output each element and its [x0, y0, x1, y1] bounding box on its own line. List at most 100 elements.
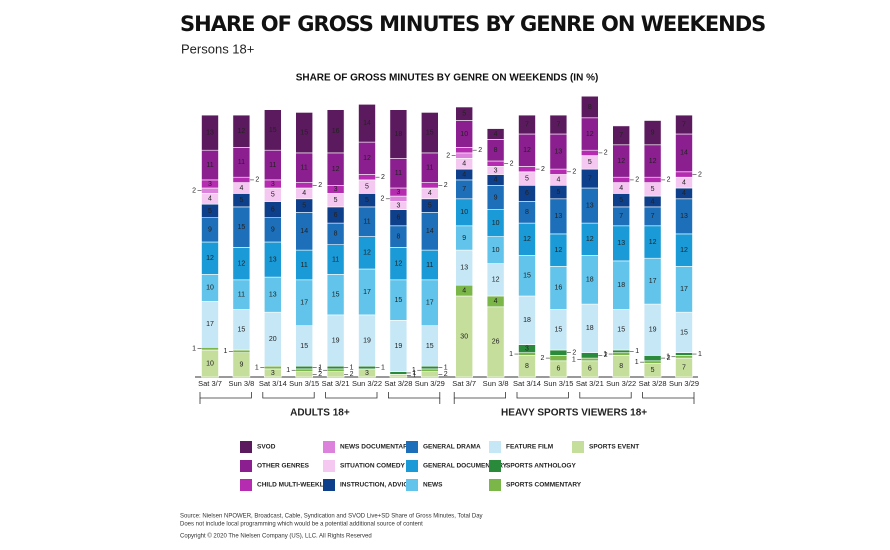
legend-swatch [323, 479, 335, 491]
data-label: 2 [540, 355, 544, 362]
pair-bracket [516, 392, 569, 399]
legend-label: INSTRUCTION, ADVICE [340, 482, 413, 489]
data-label: 2 [572, 350, 576, 357]
data-label: 2 [446, 152, 450, 159]
bar-segment [675, 355, 693, 359]
x-tick-label: Sat 3/21 [576, 379, 604, 388]
legend-label: CHILD MULTI-WEEKLY [257, 482, 328, 489]
bar-segment [549, 114, 568, 135]
data-label: 9 [651, 129, 655, 136]
bar-segment [518, 166, 536, 173]
data-label: 4 [619, 185, 623, 192]
data-label: 13 [269, 291, 277, 298]
source-note: Does not include local programming which… [180, 522, 423, 528]
legend-swatch [406, 441, 418, 453]
data-label: 2 [510, 161, 514, 168]
data-label: 1 [666, 354, 670, 361]
bar-segment [580, 95, 599, 119]
data-label: 4 [239, 185, 243, 192]
legend-swatch [489, 441, 501, 453]
data-label: 1 [223, 348, 227, 355]
data-label: 5 [271, 192, 275, 199]
data-label: 12 [617, 158, 625, 165]
data-label: 2 [318, 182, 322, 189]
data-label: 15 [617, 327, 625, 334]
bar-segment [486, 128, 505, 140]
data-label: 15 [426, 343, 434, 350]
data-label: 15 [395, 297, 403, 304]
data-label: 13 [206, 129, 214, 136]
data-label: 11 [238, 159, 245, 166]
bar-segment [675, 114, 693, 135]
bar-segment [455, 106, 474, 121]
data-label: 10 [492, 220, 500, 227]
data-label: 2 [572, 169, 576, 176]
data-label: 9 [271, 227, 275, 234]
data-label: 8 [588, 104, 592, 111]
bar-segment [232, 349, 251, 354]
data-label: 11 [301, 262, 308, 269]
data-label: 7 [682, 121, 686, 128]
x-tick-label: Sat 3/28 [384, 379, 412, 388]
data-label: 13 [617, 240, 625, 247]
bar-segment [643, 355, 662, 362]
legend-label: SPORTS ANTHOLOGY [506, 463, 576, 470]
data-label: 4 [208, 196, 212, 203]
data-label: 19 [332, 337, 340, 344]
legend-swatch [406, 479, 418, 491]
data-label: 13 [460, 264, 468, 271]
data-label: 2 [192, 188, 196, 195]
bar-segment [420, 112, 439, 154]
data-label: 2 [318, 371, 322, 378]
legend-swatch [406, 460, 418, 472]
data-label: 3 [271, 370, 275, 377]
bar-segment [420, 365, 439, 370]
legend-label: FEATURE FILM [506, 444, 553, 451]
data-label: 9 [462, 235, 466, 242]
legend-swatch [240, 479, 252, 491]
bar-segment [232, 114, 251, 148]
subtitle: Persons 18+ [181, 41, 254, 56]
data-label: 18 [395, 131, 403, 138]
legend-label: OTHER GENRES [257, 463, 310, 470]
data-label: 3 [334, 186, 338, 193]
x-tick-label: Sun 3/8 [483, 379, 509, 388]
data-label: 1 [572, 356, 576, 363]
bar-segment [580, 357, 599, 362]
data-label: 5 [588, 159, 592, 166]
data-label: 1 [412, 367, 416, 374]
data-label: 6 [525, 190, 529, 197]
x-tick-label: Sat 3/7 [452, 379, 476, 388]
data-label: 14 [680, 150, 688, 157]
data-label: 6 [334, 212, 338, 219]
bar-segment [358, 365, 376, 370]
bar-segment [580, 149, 599, 156]
data-label: 4 [682, 190, 686, 197]
data-label: 2 [698, 171, 702, 178]
data-label: 2 [381, 174, 385, 181]
data-label: 13 [586, 202, 594, 209]
bar-segment [612, 176, 631, 183]
x-tick-label: Sat 3/14 [259, 379, 287, 388]
data-label: 3 [396, 202, 400, 209]
data-label: 12 [395, 260, 403, 267]
copyright: Copyright © 2020 The Nielsen Company (US… [180, 533, 372, 540]
data-label: 6 [396, 215, 400, 222]
bar-segment [612, 125, 631, 146]
data-label: 2 [667, 177, 671, 184]
bar-segment [518, 352, 536, 356]
legend-swatch [489, 479, 501, 491]
legend-swatch [489, 460, 501, 472]
data-label: 7 [651, 213, 655, 220]
data-label: 11 [395, 170, 402, 177]
data-label: 5 [556, 189, 560, 196]
x-tick-label: Sat 3/28 [639, 379, 667, 388]
data-label: 17 [680, 286, 688, 293]
data-label: 3 [271, 181, 275, 188]
bar-segment [295, 371, 314, 378]
bar-segment [389, 371, 408, 375]
group-label: ADULTS 18+ [290, 408, 350, 419]
pair-bracket [262, 392, 315, 399]
data-label: 6 [556, 366, 560, 373]
data-label: 15 [300, 343, 308, 350]
